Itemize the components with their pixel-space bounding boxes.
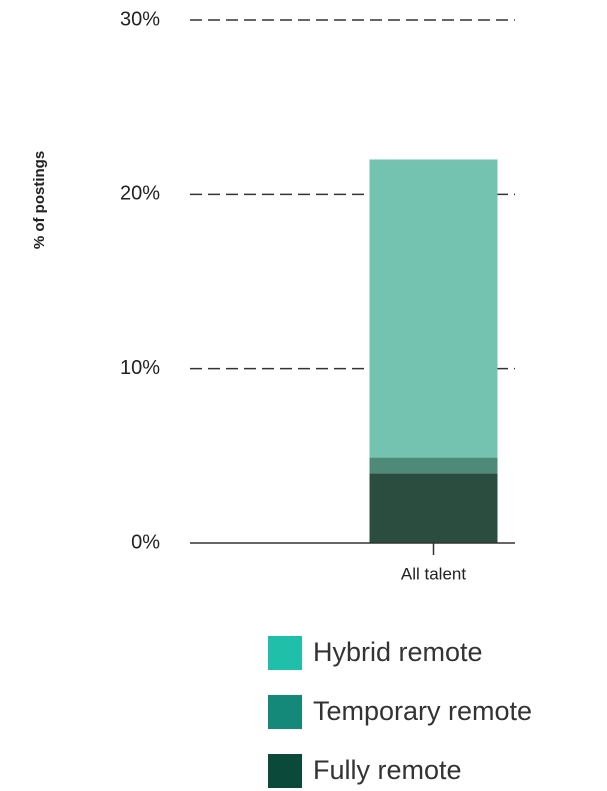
legend-label: Fully remote [313, 755, 462, 785]
bar-segment [369, 159, 498, 458]
legend-swatch [268, 695, 302, 729]
legend-label: Temporary remote [313, 696, 532, 726]
legend-swatch [268, 754, 302, 788]
y-tick-label: 10% [120, 357, 160, 379]
legend-swatch [268, 636, 302, 670]
y-tick-label: 30% [120, 8, 160, 30]
x-tick-label: All talent [401, 564, 466, 583]
y-tick-label: 20% [120, 183, 160, 205]
y-axis-label: % of postings [31, 151, 48, 249]
bar-segment [369, 473, 498, 543]
y-tick-label: 0% [131, 531, 160, 553]
legend-label: Hybrid remote [313, 637, 483, 667]
bar-segment [369, 457, 498, 474]
